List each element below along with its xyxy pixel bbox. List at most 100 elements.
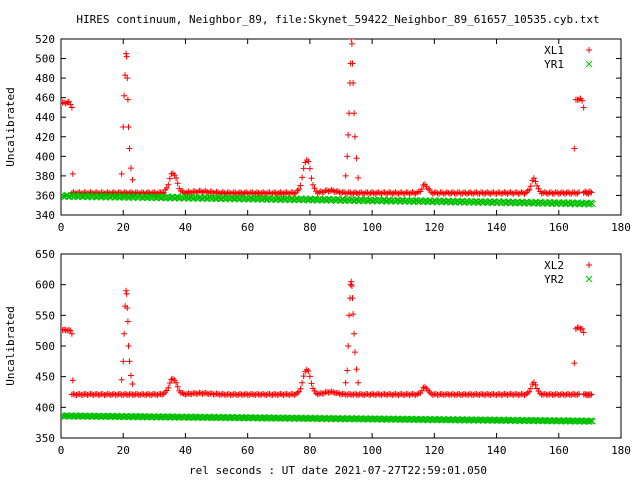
- x-tick-label: 100: [362, 444, 382, 457]
- data-point: [308, 380, 315, 387]
- data-point: [69, 170, 76, 177]
- data-point: [174, 180, 181, 187]
- x-tick-label: 100: [362, 221, 382, 234]
- data-point: [129, 381, 136, 388]
- data-point: [526, 388, 533, 395]
- y-tick-label: 500: [35, 53, 55, 66]
- data-point: [532, 381, 539, 388]
- data-point: [297, 385, 304, 392]
- y-tick-label: 400: [35, 401, 55, 414]
- data-point: [124, 318, 131, 325]
- chart-panel-2: 0 20 40 60 80 100 120 140 160 180 350 400 450 500 550 6…: [4, 248, 631, 457]
- y-tick-label: 420: [35, 131, 55, 144]
- data-point: [306, 165, 313, 172]
- data-point: [352, 133, 358, 140]
- y-tick-label: 450: [35, 371, 55, 384]
- data-point: [120, 358, 127, 365]
- x-tick-label: 20: [117, 221, 130, 234]
- data-point: [68, 104, 75, 111]
- data-point: [418, 186, 425, 193]
- data-point: [344, 367, 351, 374]
- y-tick-label: 480: [35, 72, 55, 85]
- x-tick-label: 180: [611, 221, 631, 234]
- y-tick-label: 650: [35, 248, 55, 261]
- data-point: [305, 158, 312, 165]
- data-point: [349, 60, 356, 67]
- data-point: [350, 311, 357, 318]
- data-point: [165, 384, 172, 391]
- series-XL2: [61, 278, 595, 399]
- data-point: [353, 366, 360, 373]
- data-point: [128, 372, 134, 379]
- y-axis-title: Uncalibrated: [4, 87, 17, 166]
- data-point: [576, 189, 582, 196]
- data-point: [351, 330, 358, 337]
- data-point: [125, 124, 132, 130]
- data-point: [300, 373, 307, 380]
- data-point: [126, 358, 133, 365]
- data-point: [125, 343, 132, 349]
- data-point: [126, 145, 133, 152]
- y-tick-label: 500: [35, 340, 55, 353]
- data-point: [124, 304, 131, 311]
- data-point: [589, 417, 596, 425]
- data-point: [67, 327, 74, 334]
- data-point: [306, 373, 313, 380]
- data-point: [588, 391, 595, 398]
- y-tick-label: 350: [35, 432, 55, 445]
- data-point: [589, 200, 596, 208]
- data-point: [166, 175, 173, 182]
- data-point: [579, 97, 586, 104]
- y-tick-label: 360: [35, 189, 55, 202]
- data-point: [166, 380, 173, 387]
- data-point: [299, 174, 306, 181]
- x-tick-label: 140: [487, 221, 507, 234]
- x-tick-label: 160: [549, 221, 569, 234]
- x-tick-label: 0: [58, 444, 65, 457]
- chart-title: HIRES continuum, Neighbor_89, file:Skyne…: [76, 13, 599, 26]
- data-point: [353, 155, 360, 162]
- data-point: [123, 53, 130, 60]
- data-point: [355, 379, 362, 386]
- data-point: [296, 186, 302, 193]
- data-point: [68, 330, 75, 337]
- data-point: [123, 50, 130, 57]
- x-tick-label: 160: [549, 444, 569, 457]
- data-point: [348, 278, 355, 285]
- data-point: [308, 175, 315, 182]
- data-point: [348, 282, 355, 289]
- data-point: [124, 75, 131, 82]
- data-point: [580, 329, 587, 336]
- data-point: [345, 131, 352, 138]
- x-tick-label: 0: [58, 221, 65, 234]
- data-point: [129, 176, 136, 183]
- data-point: [124, 96, 131, 103]
- legend-label-XL2: XL2: [544, 259, 564, 272]
- legend-label-YR2: YR2: [544, 273, 564, 286]
- data-point: [351, 110, 358, 117]
- y-tick-label: 440: [35, 111, 55, 124]
- x-axis-title: rel seconds : UT date 2021-07-27T22:59:0…: [189, 464, 487, 477]
- legend-marker-YR2: [585, 275, 593, 283]
- data-point: [352, 349, 358, 356]
- data-point: [526, 186, 533, 193]
- x-tick-label: 140: [487, 444, 507, 457]
- x-tick-label: 40: [179, 444, 192, 457]
- legend-marker-YR1: [585, 60, 593, 68]
- x-tick-label: 120: [424, 221, 444, 234]
- y-tick-label: 380: [35, 170, 55, 183]
- data-point: [588, 189, 595, 196]
- data-point: [348, 40, 355, 47]
- data-point: [418, 387, 425, 394]
- data-point: [532, 178, 539, 185]
- data-point: [342, 379, 349, 386]
- data-point: [163, 185, 170, 192]
- data-point: [527, 183, 534, 190]
- data-point: [342, 172, 349, 179]
- data-point: [527, 385, 534, 392]
- data-point: [121, 92, 128, 99]
- data-point: [345, 343, 352, 349]
- legend-marker-XL1: [586, 47, 592, 53]
